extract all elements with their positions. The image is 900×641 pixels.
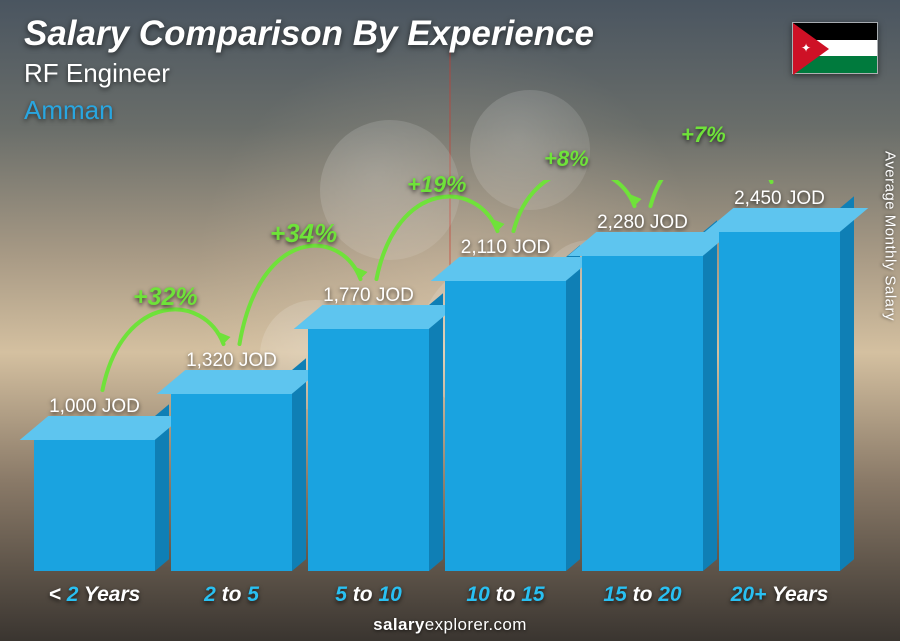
bar: 1,000 JOD <box>34 396 155 571</box>
bar-top-face <box>568 232 732 256</box>
delta-percent-label: +7% <box>681 122 726 148</box>
x-axis: < 2 Years 2 to 5 5 to 10 10 to 15 15 to 20 20… <box>34 583 840 607</box>
country-flag: ✦ <box>792 22 878 74</box>
bar-3d <box>719 220 840 571</box>
x-axis-label: 15 to 20 <box>582 583 703 607</box>
bar: 2,110 JOD <box>445 237 566 571</box>
delta-percent-label: +8% <box>544 146 589 172</box>
chart-location: Amman <box>24 95 594 126</box>
bar-top-face <box>20 416 184 440</box>
bar: 2,280 JOD <box>582 212 703 571</box>
chart-subtitle: RF Engineer <box>24 58 594 89</box>
bar-top-face <box>705 208 869 232</box>
bar-side-face <box>429 293 443 571</box>
bar-side-face <box>566 245 580 571</box>
x-axis-label: 20+ Years <box>719 583 840 607</box>
delta-percent-label: +32% <box>133 283 198 312</box>
bar-3d <box>171 382 292 571</box>
title-block: Salary Comparison By Experience RF Engin… <box>24 14 594 126</box>
bar-front-face <box>34 428 155 571</box>
bar-3d <box>582 244 703 571</box>
chart-area: 1,000 JOD 1,320 JOD 1,770 JOD 2,110 JOD 2,28… <box>34 180 840 571</box>
x-axis-label: 5 to 10 <box>308 583 429 607</box>
chart-title: Salary Comparison By Experience <box>24 14 594 54</box>
bar-value-label: 1,320 JOD <box>186 350 277 372</box>
bar-value-label: 1,000 JOD <box>49 396 140 418</box>
footer-brand: salaryexplorer.com <box>0 615 900 635</box>
bar-front-face <box>445 269 566 571</box>
x-axis-label: 10 to 15 <box>445 583 566 607</box>
bar-3d <box>34 428 155 571</box>
bar-value-label: 1,770 JOD <box>323 285 414 307</box>
bar-top-face <box>294 305 458 329</box>
bar-front-face <box>719 220 840 571</box>
footer-brand-bold: salary <box>373 615 425 634</box>
bars-container: 1,000 JOD 1,320 JOD 1,770 JOD 2,110 JOD 2,28… <box>34 180 840 571</box>
delta-percent-label: +19% <box>407 171 466 198</box>
y-axis-label: Average Monthly Salary <box>882 151 899 321</box>
bar-3d <box>445 269 566 571</box>
bar-top-face <box>431 257 595 281</box>
bar-top-face <box>157 370 321 394</box>
bar-front-face <box>582 244 703 571</box>
bar-value-label: 2,450 JOD <box>734 188 825 210</box>
x-axis-label: < 2 Years <box>34 583 155 607</box>
flag-star-icon: ✦ <box>801 41 811 55</box>
bar: 1,770 JOD <box>308 285 429 571</box>
bar-3d <box>308 317 429 571</box>
bar-side-face <box>703 220 717 571</box>
bar-value-label: 2,110 JOD <box>461 237 550 259</box>
footer-brand-rest: explorer.com <box>425 615 527 634</box>
x-axis-label: 2 to 5 <box>171 583 292 607</box>
bar-front-face <box>308 317 429 571</box>
bar: 2,450 JOD <box>719 188 840 571</box>
bar: 1,320 JOD <box>171 350 292 571</box>
delta-percent-label: +34% <box>270 218 337 249</box>
bar-front-face <box>171 382 292 571</box>
infographic-stage: Salary Comparison By Experience RF Engin… <box>0 0 900 641</box>
bar-value-label: 2,280 JOD <box>597 212 688 234</box>
bar-side-face <box>840 196 854 571</box>
